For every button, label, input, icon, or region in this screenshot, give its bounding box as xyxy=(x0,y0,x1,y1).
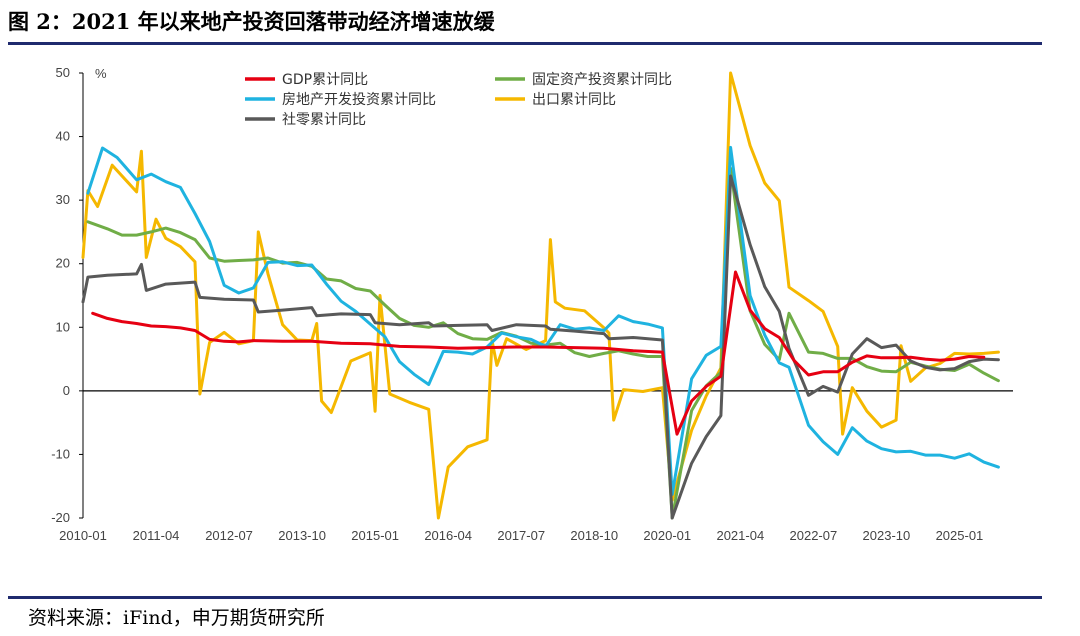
figure-title: 图 2：2021 年以来地产投资回落带动经济增速放缓 xyxy=(8,9,495,34)
legend-label-3: 房地产开发投资累计同比 xyxy=(282,92,436,108)
legend-label-5: 社零累计同比 xyxy=(282,112,366,128)
series-line-3 xyxy=(86,145,1000,496)
x-tick-label: 2023-10 xyxy=(863,528,911,543)
chart-series xyxy=(81,71,1000,520)
series-line-1 xyxy=(91,270,986,436)
series-line-5 xyxy=(81,174,1000,520)
legend-label-4: 出口累计同比 xyxy=(532,92,616,108)
x-tick-label: 2020-01 xyxy=(643,528,691,543)
x-tick-label: 2025-01 xyxy=(936,528,984,543)
source-note: 资料来源：iFind，申万期货研究所 xyxy=(28,607,325,629)
y-tick-label: 20 xyxy=(56,256,70,271)
title-rule xyxy=(8,42,1042,45)
legend-label-2: 固定资产投资累计同比 xyxy=(532,72,672,88)
x-tick-label: 2018-10 xyxy=(570,528,618,543)
y-tick-label: -20 xyxy=(51,510,70,525)
source-rule xyxy=(8,596,1042,599)
y-axis-unit: % xyxy=(95,66,107,81)
y-tick-label: 50 xyxy=(56,65,70,80)
x-tick-label: 2017-07 xyxy=(497,528,545,543)
x-tick-label: 2016-04 xyxy=(424,528,472,543)
x-tick-label: 2015-01 xyxy=(351,528,399,543)
y-tick-label: 40 xyxy=(56,129,70,144)
line-chart: 50 40 30 20 10 0 -10 -20% 2010-01 2011-04 2012-07 2… xyxy=(51,65,1013,543)
x-tick-label: 2022-07 xyxy=(790,528,838,543)
y-tick-label: -10 xyxy=(51,446,70,461)
x-tick-label: 2021-04 xyxy=(716,528,764,543)
x-tick-label: 2013-10 xyxy=(278,528,326,543)
x-tick-label: 2010-01 xyxy=(59,528,107,543)
y-tick-label: 30 xyxy=(56,192,70,207)
chart-axes: 50 40 30 20 10 0 -10 -20% 2010-01 2011-04 2012-07 2… xyxy=(51,65,1013,543)
legend-label-1: GDP累计同比 xyxy=(282,72,368,88)
y-tick-label: 10 xyxy=(56,319,70,334)
y-tick-label: 0 xyxy=(63,383,70,398)
x-tick-label: 2011-04 xyxy=(133,528,180,543)
x-tick-label: 2012-07 xyxy=(205,528,253,543)
series-line-4 xyxy=(81,71,1000,520)
